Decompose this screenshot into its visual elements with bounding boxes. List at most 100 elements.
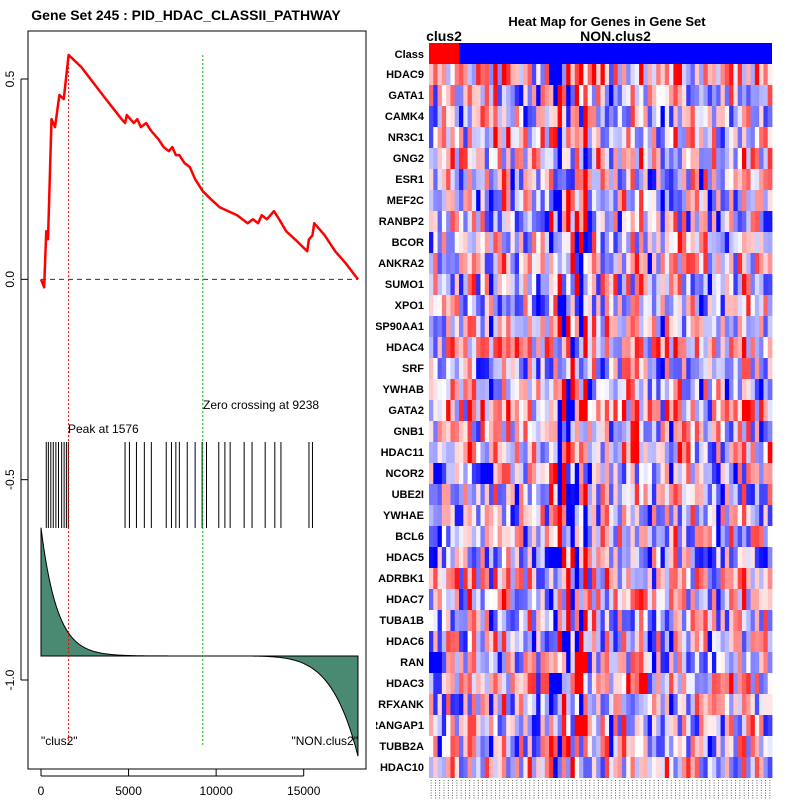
heatmap-cell — [609, 127, 614, 148]
heatmap-cell — [669, 232, 674, 253]
heatmap-cell — [741, 715, 747, 736]
gene-label: YWHAE — [383, 510, 424, 522]
heatmap-cell — [459, 673, 464, 694]
heatmap-cell — [476, 526, 481, 547]
heatmap-cell — [699, 442, 704, 463]
heatmap-cell — [493, 652, 498, 673]
heatmap-cell — [506, 757, 511, 778]
zero-crossing-annotation: Zero crossing at 9238 — [203, 398, 319, 412]
heatmap-cell — [626, 463, 631, 484]
heatmap-cell — [664, 316, 670, 337]
heatmap-cell — [506, 400, 511, 421]
heatmap-cell — [763, 190, 769, 211]
heatmap-cell — [536, 757, 541, 778]
heatmap-cell — [746, 253, 751, 274]
heatmap-cell — [446, 169, 451, 190]
heatmap-cell — [566, 589, 571, 610]
heatmap-cell — [733, 673, 739, 694]
heatmap-cell — [660, 400, 666, 421]
heatmap-cell — [694, 64, 700, 85]
heatmap-cell — [707, 757, 713, 778]
heatmap-cell — [531, 295, 537, 316]
heatmap-cell — [686, 442, 691, 463]
gene-label: CAMK4 — [385, 111, 425, 123]
heatmap-cell — [639, 589, 644, 610]
gene-label: HDAC5 — [386, 552, 424, 564]
heatmap-cell — [699, 85, 704, 106]
heatmap-cell — [514, 673, 520, 694]
heatmap-cell — [523, 169, 529, 190]
heatmap-cell — [497, 337, 503, 358]
heatmap-cell — [523, 526, 529, 547]
heatmap-cell — [527, 337, 533, 358]
heatmap-cell — [549, 505, 554, 526]
heatmap-cell — [467, 400, 473, 421]
heatmap-cell — [763, 106, 769, 127]
heatmap-cell — [553, 253, 559, 274]
heatmap-cell — [467, 442, 473, 463]
heatmap-cell — [609, 736, 614, 757]
heatmap-cell — [729, 442, 734, 463]
heatmap-cell — [630, 526, 636, 547]
heatmap-cell — [746, 589, 751, 610]
right-group-label: "NON.clus2" — [291, 734, 358, 748]
heatmap-cell — [527, 694, 533, 715]
heatmap-cell — [617, 421, 623, 442]
heatmap-cell — [544, 484, 550, 505]
heatmap-cell — [519, 358, 524, 379]
heatmap-cell — [459, 547, 464, 568]
heatmap-cell — [531, 253, 537, 274]
heatmap-cell — [583, 484, 589, 505]
heatmap-cell — [686, 190, 691, 211]
heatmap-cell — [587, 505, 593, 526]
heatmap-cell — [484, 505, 490, 526]
heatmap-cell — [433, 589, 438, 610]
heatmap-cell — [527, 505, 533, 526]
heatmap-cell — [591, 589, 597, 610]
heatmap-cell — [536, 505, 541, 526]
heatmap-cell — [531, 526, 537, 547]
heatmap-cell — [626, 694, 631, 715]
heatmap-cell — [519, 757, 524, 778]
heatmap-cell — [519, 589, 524, 610]
heatmap-cell — [729, 421, 734, 442]
heatmap-cell — [664, 85, 670, 106]
heatmap-cell — [561, 85, 567, 106]
heatmap-cell — [579, 694, 584, 715]
heatmap-cell — [664, 736, 670, 757]
heatmap-cell — [596, 106, 601, 127]
heatmap-cell — [686, 757, 691, 778]
heatmap-cell — [621, 337, 627, 358]
heatmap-cell — [759, 589, 764, 610]
heatmap-cell — [681, 505, 687, 526]
heatmap-cell — [694, 652, 700, 673]
heatmap-cell — [604, 673, 610, 694]
heatmap-cell — [429, 316, 434, 337]
heatmap-cell — [733, 358, 739, 379]
heatmap-cell — [664, 673, 670, 694]
heatmap-cell — [450, 85, 456, 106]
heatmap-cell — [609, 652, 614, 673]
heatmap-cell — [660, 484, 666, 505]
heatmap-cell — [570, 589, 576, 610]
heatmap-cell — [480, 505, 486, 526]
heatmap-cell — [639, 505, 644, 526]
heatmap-cell — [523, 232, 529, 253]
heatmap-cell — [476, 106, 481, 127]
heatmap-cell — [489, 631, 494, 652]
heatmap-cell — [561, 358, 567, 379]
heatmap-cell — [634, 232, 640, 253]
heatmap-cell — [711, 505, 717, 526]
heatmap-cell — [587, 526, 593, 547]
heatmap-cell — [450, 190, 456, 211]
heatmap-cell — [694, 715, 700, 736]
heatmap-cell — [724, 127, 730, 148]
heatmap-cell — [621, 295, 627, 316]
heatmap-cell — [471, 379, 477, 400]
heatmap-cell — [733, 106, 739, 127]
heatmap-cell — [746, 673, 751, 694]
heatmap-cell — [497, 295, 503, 316]
heatmap-cell — [454, 64, 460, 85]
heatmap-cell — [523, 610, 529, 631]
heatmap-cell — [716, 484, 721, 505]
